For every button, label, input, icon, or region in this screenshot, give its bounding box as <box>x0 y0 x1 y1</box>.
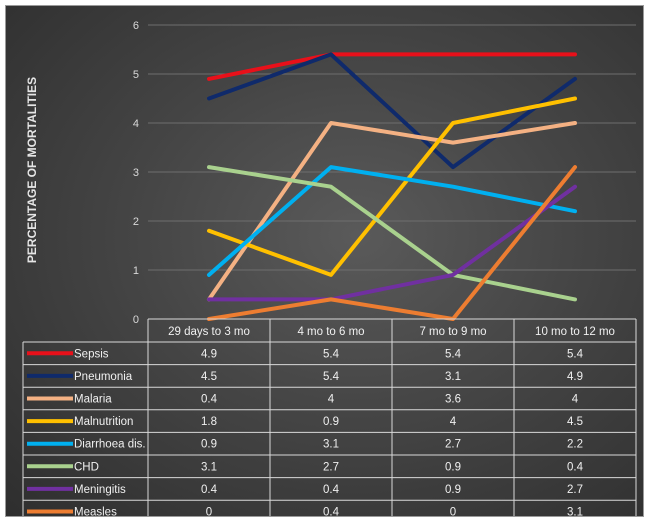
legend-label: Diarrhoea dis. <box>74 439 146 451</box>
table-cell-value: 5.4 <box>567 348 584 360</box>
legend-label: Measles <box>74 507 117 517</box>
series-line-chd <box>207 165 577 302</box>
y-axis-ticks: 0 1 2 3 4 5 6 <box>133 20 139 326</box>
y-tick-label: 5 <box>133 69 139 81</box>
table-cell-value: 3.1 <box>567 507 583 517</box>
series-line-meningitis <box>207 184 577 302</box>
table-cell-value: 3.1 <box>201 461 217 473</box>
legend-label: Malaria <box>74 394 112 406</box>
legend-label: Sepsis <box>74 348 109 360</box>
y-tick-label: 1 <box>133 265 139 277</box>
table-cell-value: 5.4 <box>323 348 340 360</box>
y-tick-label: 3 <box>133 167 139 179</box>
series-line-sepsis <box>207 52 577 81</box>
table-cell-value: 0 <box>206 507 212 517</box>
category-label: 10 mo to 12 mo <box>535 326 615 338</box>
category-label: 4 mo to 6 mo <box>297 326 364 338</box>
chart-area: 0 1 2 3 4 5 6 PERCENTAGE OF MORTALITIES 29 day… <box>5 5 644 517</box>
table-cell-value: 4.9 <box>201 348 217 360</box>
table-cell-value: 0.9 <box>445 461 461 473</box>
table-cell-value: 3.6 <box>445 394 461 406</box>
table-cell-value: 0.4 <box>201 394 218 406</box>
table-cell-value: 1.8 <box>201 416 217 428</box>
legend-label: Pneumonia <box>74 371 133 383</box>
series-line-malnutrition <box>207 96 577 277</box>
table-cell-value: 4.5 <box>201 371 217 383</box>
series-line-diarrhoea-dis <box>207 165 577 277</box>
table-cell-value: 3.1 <box>445 371 461 383</box>
table-cell-value: 4 <box>328 394 335 406</box>
table-cell-value: 2.7 <box>445 439 461 451</box>
table-cell-value: 4 <box>572 394 579 406</box>
chart-svg: 0 1 2 3 4 5 6 PERCENTAGE OF MORTALITIES 29 day… <box>22 20 637 517</box>
table-cell-value: 0.4 <box>323 507 340 517</box>
category-label: 29 days to 3 mo <box>168 326 250 338</box>
table-cell-value: 0 <box>450 507 456 517</box>
table-cell-value: 2.2 <box>567 439 583 451</box>
series-line-malaria <box>207 121 577 302</box>
table-cell-value: 0.9 <box>201 439 217 451</box>
series-line-pneumonia <box>207 52 577 170</box>
y-tick-label: 0 <box>133 314 139 326</box>
table-cell-value: 0.4 <box>323 484 340 496</box>
table-cell-value: 0.9 <box>323 416 339 428</box>
legend-label: Meningitis <box>74 484 126 496</box>
table-cell-value: 2.7 <box>323 461 339 473</box>
table-cell-value: 0.4 <box>567 461 584 473</box>
series-lines <box>207 52 577 321</box>
legend-label: Malnutrition <box>74 416 133 428</box>
table-cell-value: 4 <box>450 416 457 428</box>
y-axis-label: PERCENTAGE OF MORTALITIES <box>25 77 39 263</box>
table-cell-value: 5.4 <box>445 348 462 360</box>
y-tick-label: 4 <box>133 118 139 130</box>
table-cell-value: 4.5 <box>567 416 583 428</box>
category-label: 7 mo to 9 mo <box>419 326 486 338</box>
table-cell-value: 3.1 <box>323 439 339 451</box>
table-cell-value: 0.9 <box>445 484 461 496</box>
legend-label: CHD <box>74 461 99 473</box>
table-cell-value: 5.4 <box>323 371 340 383</box>
table-cell-value: 0.4 <box>201 484 218 496</box>
y-tick-label: 2 <box>133 216 139 228</box>
data-table: 29 days to 3 mo 4 mo to 6 mo 7 mo to 9 mo 1… <box>22 318 637 517</box>
y-tick-label: 6 <box>133 20 139 32</box>
table-cell-value: 2.7 <box>567 484 583 496</box>
series-line-measles <box>207 165 577 321</box>
table-cell-value: 4.9 <box>567 371 583 383</box>
